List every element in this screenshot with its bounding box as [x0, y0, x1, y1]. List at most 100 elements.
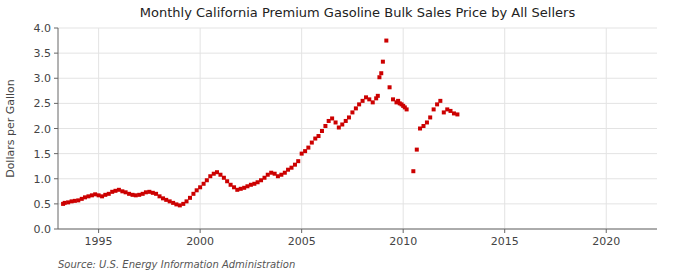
point	[218, 173, 222, 177]
point	[195, 188, 199, 192]
y-grid-line	[58, 203, 657, 204]
point	[154, 192, 158, 196]
title: Monthly California Premium Gasoline Bulk…	[140, 5, 576, 20]
point	[127, 192, 131, 196]
point	[428, 115, 432, 119]
point	[310, 141, 314, 145]
point	[388, 85, 392, 89]
x-tick-label: 2000	[186, 235, 214, 248]
x-tick	[504, 229, 505, 233]
point	[198, 185, 202, 189]
y-axis-line	[58, 28, 59, 229]
point	[405, 107, 409, 111]
point	[455, 112, 459, 116]
point	[185, 199, 189, 203]
point	[320, 129, 324, 133]
point	[379, 71, 383, 75]
point	[76, 198, 80, 202]
point	[144, 190, 148, 194]
point	[354, 106, 358, 110]
point	[442, 110, 446, 114]
point	[357, 102, 361, 106]
point	[330, 116, 334, 120]
y-tick-label: 3.5	[34, 47, 52, 60]
x-tick	[403, 229, 404, 233]
point	[256, 180, 260, 184]
point	[249, 183, 253, 187]
y-tick-label: 4.0	[34, 22, 52, 35]
point	[134, 193, 138, 197]
point	[147, 190, 151, 194]
point	[222, 176, 226, 180]
point	[337, 125, 341, 129]
y-tick	[54, 178, 58, 179]
point	[344, 119, 348, 123]
point	[303, 149, 307, 153]
x-tick	[606, 229, 607, 233]
axes: 1995200020052010201520200.00.51.01.52.02…	[34, 22, 658, 248]
point	[421, 124, 425, 128]
y-tick-label: 1.5	[34, 148, 52, 161]
point	[215, 170, 219, 174]
point	[415, 148, 419, 152]
point	[391, 97, 395, 101]
y-tick-label: 1.0	[34, 173, 52, 186]
y-tick	[54, 203, 58, 204]
y-grid-line	[58, 178, 657, 179]
y-tick-label: 0.0	[34, 223, 52, 236]
point	[205, 178, 209, 182]
y-tick	[54, 153, 58, 154]
y-tick	[54, 128, 58, 129]
y-tick	[54, 103, 58, 104]
x-tick-label: 2015	[491, 235, 519, 248]
x-tick-label: 2020	[592, 235, 620, 248]
point	[438, 99, 442, 103]
point	[188, 196, 192, 200]
point	[63, 201, 67, 205]
x-axis-line	[58, 229, 657, 230]
point	[66, 200, 70, 204]
point	[73, 199, 77, 203]
point	[371, 100, 375, 104]
y-grid-line	[58, 128, 657, 129]
point	[350, 110, 354, 114]
point	[300, 152, 304, 156]
chart-container: 1995200020052010201520200.00.51.01.52.02…	[0, 0, 675, 275]
point	[334, 120, 338, 124]
point	[97, 193, 101, 197]
point	[174, 202, 178, 206]
y-grid-line	[58, 153, 657, 154]
y-axis-label: Dollars per Gallon	[4, 79, 17, 178]
y-tick	[54, 78, 58, 79]
x-tick-label: 1995	[85, 235, 113, 248]
point	[327, 119, 331, 123]
point	[259, 178, 263, 182]
point	[124, 190, 128, 194]
point	[279, 173, 283, 177]
point	[317, 134, 321, 138]
point	[113, 189, 117, 193]
x-tick	[98, 229, 99, 233]
point	[266, 173, 270, 177]
point	[93, 192, 97, 196]
point	[347, 115, 351, 119]
y-grid-line	[58, 28, 657, 29]
point	[164, 198, 168, 202]
y-tick-label: 3.0	[34, 72, 52, 85]
point	[306, 146, 310, 150]
point	[269, 171, 273, 175]
y-grid-line	[58, 53, 657, 54]
point	[103, 193, 107, 197]
y-tick-label: 2.0	[34, 123, 52, 136]
point	[239, 187, 243, 191]
point	[117, 188, 121, 192]
point	[367, 97, 371, 101]
point	[168, 199, 172, 203]
point	[323, 124, 327, 128]
points	[61, 39, 459, 208]
point	[411, 169, 415, 173]
point	[452, 111, 456, 115]
point	[86, 194, 90, 198]
point	[296, 159, 300, 163]
point	[245, 184, 249, 188]
